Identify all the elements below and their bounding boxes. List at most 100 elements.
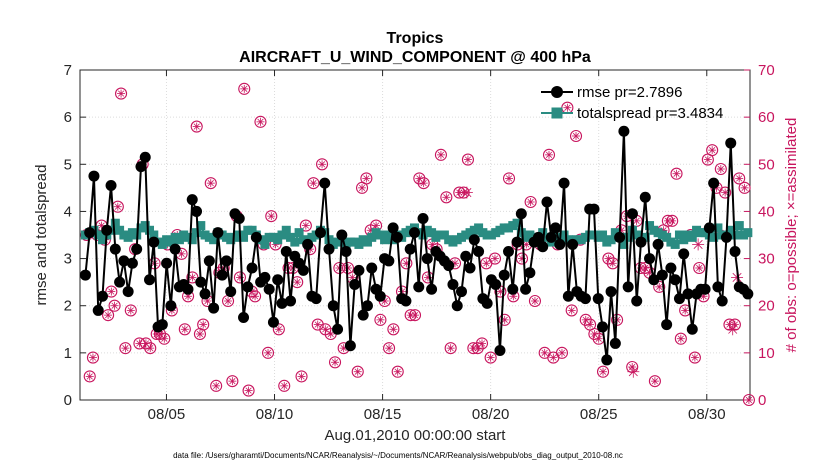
obs-possible-ring <box>648 375 661 388</box>
obs-star-stroke <box>696 264 703 272</box>
x-tick-label: 08/15 <box>364 406 402 423</box>
totalspread-point <box>687 232 697 242</box>
obs-star-stroke <box>207 180 214 187</box>
obs-star-stroke <box>464 156 472 163</box>
rmse-point <box>631 295 643 307</box>
obs-star-stroke <box>98 222 105 229</box>
obs-possible-point <box>547 351 560 364</box>
obs-possible-ring <box>475 337 489 350</box>
obs-star-stroke <box>572 132 580 140</box>
obs-possible-point <box>204 177 217 190</box>
obs-star-stroke <box>633 217 640 224</box>
obs-possible-point <box>233 271 246 284</box>
obs-possible-ring <box>105 285 118 298</box>
rmse-point <box>109 243 121 255</box>
rmse-point <box>490 279 502 290</box>
rmse-series <box>79 125 754 366</box>
totalspread-point <box>512 218 522 228</box>
rmse-point <box>451 300 463 312</box>
y-tick-label: 2 <box>64 298 72 315</box>
obs-possible-point <box>105 285 118 298</box>
obs-possible-ring <box>119 342 132 355</box>
rmse-point <box>678 248 690 260</box>
obs-possible-point <box>596 365 610 378</box>
rmse-point <box>708 177 720 189</box>
rmse-point <box>618 125 630 137</box>
legend-rmse-label: rmse pr=2.7896 <box>577 84 682 101</box>
y-tick-label: 4 <box>64 203 72 220</box>
obs-star-stroke <box>669 217 676 224</box>
rmse-point <box>131 243 143 255</box>
obs-possible-point <box>592 332 605 345</box>
obs-star-stroke <box>245 387 252 394</box>
obs-star-stroke <box>178 250 185 257</box>
rmse-point <box>182 283 194 295</box>
rmse-point <box>203 255 215 267</box>
obs-star-stroke <box>363 175 370 182</box>
rmse-point <box>336 229 348 241</box>
obs-possible-point <box>387 323 400 336</box>
rmse-point <box>426 283 438 295</box>
y2-tick-label: 60 <box>758 109 775 126</box>
obs-possible-ring <box>742 393 755 407</box>
obs-possible-point <box>291 276 304 289</box>
rmse-point <box>310 293 322 305</box>
rmse-point <box>118 255 130 267</box>
obs-star-stroke <box>354 368 361 375</box>
obs-possible-ring <box>666 214 679 227</box>
obs-possible-point <box>119 342 132 355</box>
obs-possible-ring <box>374 313 387 326</box>
rmse-point <box>550 222 562 234</box>
y2-tick-label: 10 <box>758 345 775 362</box>
obs-possible-point <box>565 304 578 317</box>
obs-star-stroke <box>200 321 207 328</box>
obs-possible-point <box>86 351 100 364</box>
obs-star-stroke <box>478 340 486 347</box>
rmse-point <box>720 231 732 243</box>
rmse-point <box>503 246 515 257</box>
obs-possible-ring <box>674 332 687 345</box>
obs-star-stroke <box>595 335 602 342</box>
obs-possible-point <box>226 375 239 388</box>
obs-possible-point <box>307 177 320 190</box>
rmse-point <box>597 321 609 333</box>
totalspread-point <box>290 237 300 247</box>
rmse-point <box>319 177 331 189</box>
legend-spread-label: totalspread pr=3.4834 <box>577 105 723 122</box>
totalspread-point <box>174 235 184 245</box>
obs-star-stroke <box>204 297 211 305</box>
obs-possible-point <box>115 87 128 100</box>
totalspread-point <box>734 221 744 231</box>
legend-rmse-marker <box>551 86 563 98</box>
y2-tick-label: 50 <box>758 156 775 173</box>
y-tick-label: 7 <box>64 62 72 79</box>
totalspread-point <box>645 221 655 231</box>
obs-star-stroke <box>531 297 539 305</box>
rmse-point <box>220 255 232 267</box>
rmse-point <box>626 208 638 220</box>
totalspread-point <box>713 223 723 233</box>
x-tick-label: 08/25 <box>580 406 618 423</box>
totalspread-point <box>709 232 719 242</box>
rmse-point <box>267 316 279 328</box>
obs-possible-ring <box>242 384 255 397</box>
rmse-point <box>609 337 621 349</box>
rmse-point <box>88 170 100 182</box>
obs-possible-ring <box>144 342 157 355</box>
obs-possible-ring <box>383 342 396 355</box>
obs-star-stroke <box>523 241 530 248</box>
obs-star-stroke <box>327 330 334 338</box>
rmse-point <box>344 340 356 352</box>
totalspread-point <box>115 225 125 235</box>
tick-group: 08/05 08/10 08/15 08/20 08/25 08/300123456701… <box>64 62 775 423</box>
obs-possible-point <box>666 214 679 227</box>
obs-possible-point <box>144 342 157 355</box>
obs-possible-point <box>108 299 121 312</box>
obs-possible-point <box>197 318 210 331</box>
obs-possible-point <box>444 342 457 355</box>
totalspread-point <box>375 230 385 240</box>
obs-star-stroke <box>420 180 427 187</box>
totalspread-point <box>354 239 364 249</box>
obs-star-stroke <box>114 203 121 210</box>
obs-possible-point <box>728 318 741 331</box>
